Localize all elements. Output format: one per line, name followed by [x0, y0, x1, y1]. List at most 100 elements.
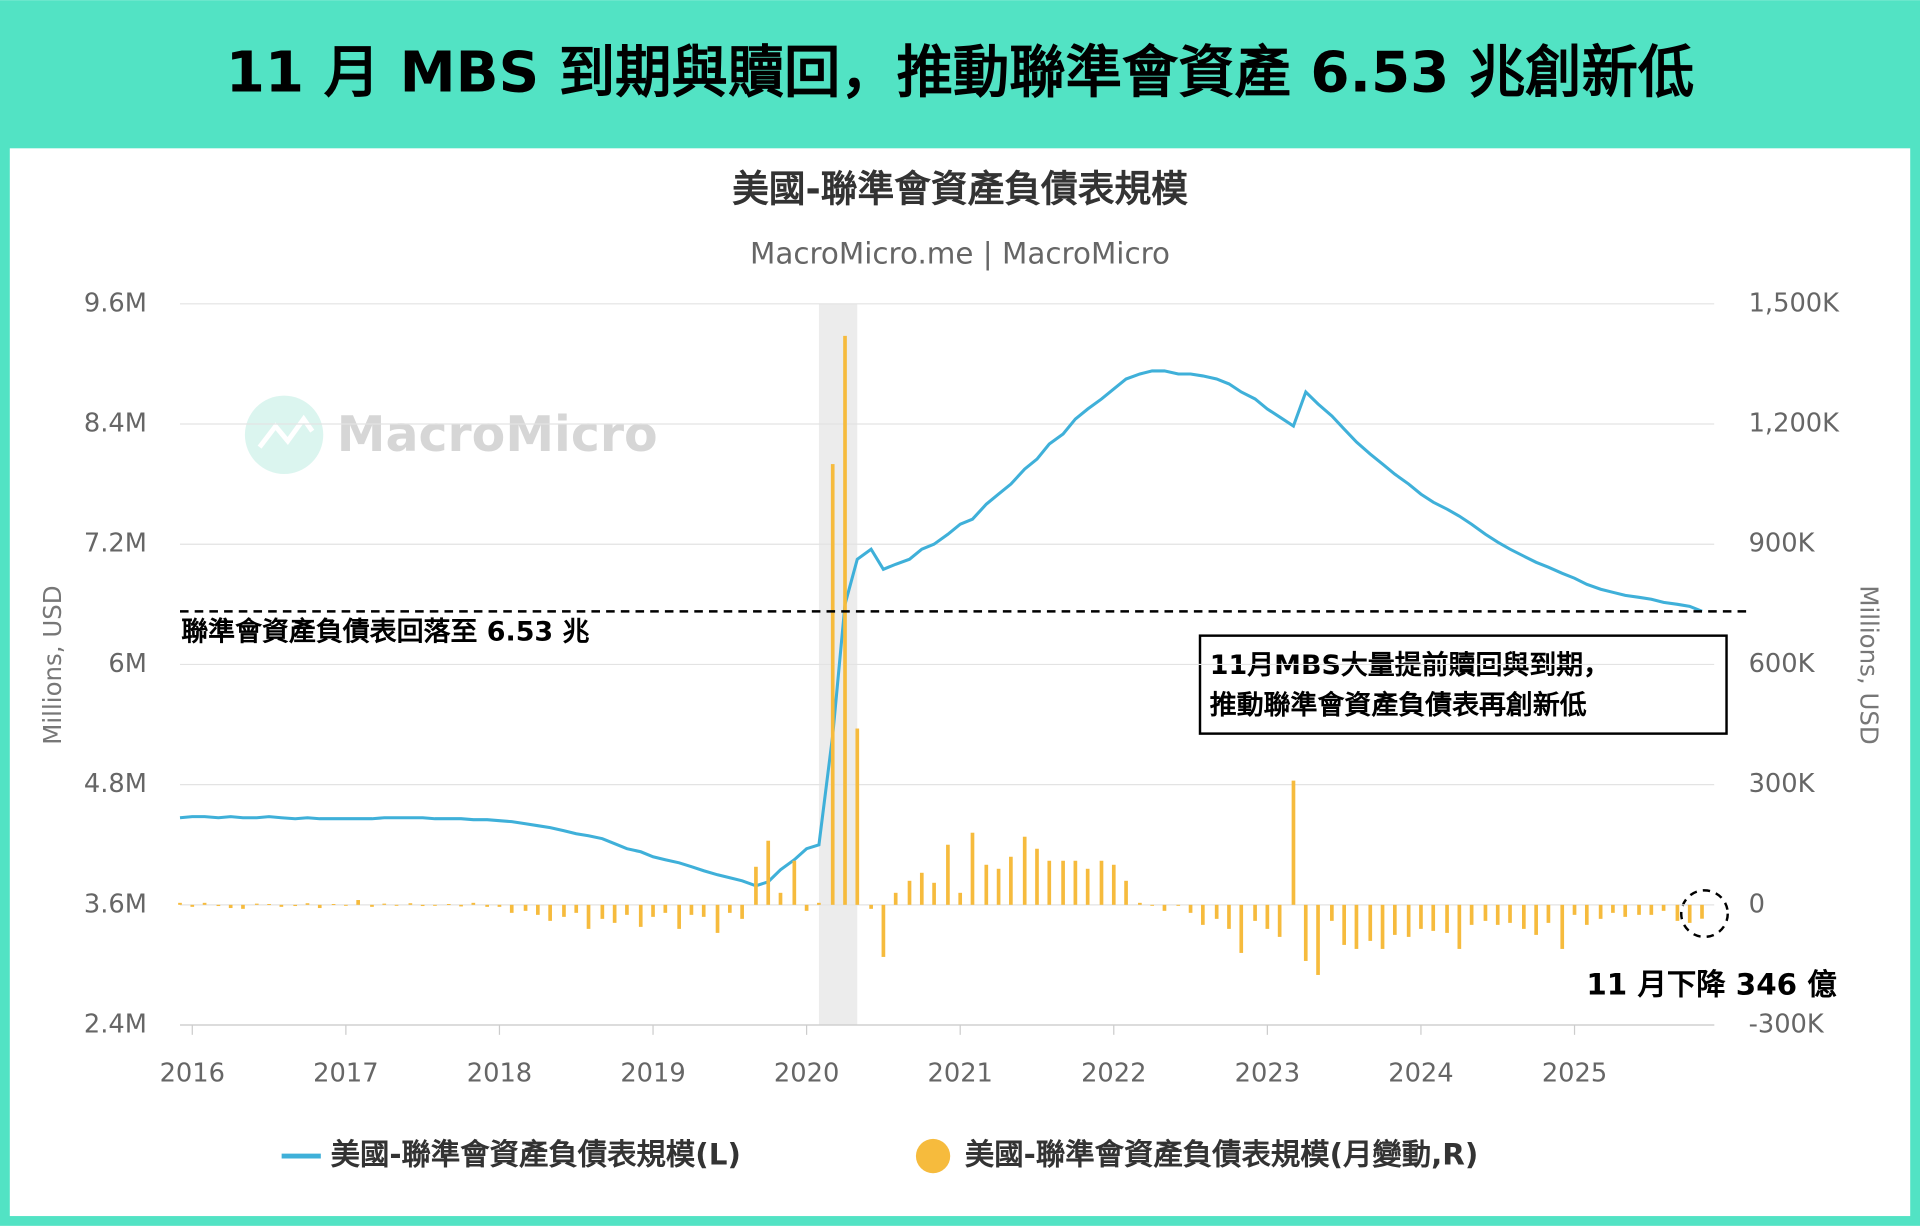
bar	[625, 904, 629, 915]
bar	[701, 904, 706, 917]
bar	[446, 904, 451, 906]
legend-label: 美國-聯準會資產負債表規模(L)	[331, 1138, 741, 1172]
bar	[1265, 904, 1270, 929]
x-tick-label: 2018	[467, 1059, 532, 1089]
bar	[1637, 904, 1641, 915]
bar	[1584, 904, 1589, 925]
x-tick-label: 2017	[313, 1059, 378, 1089]
bar	[958, 892, 963, 905]
bar	[394, 904, 399, 906]
bar	[855, 728, 860, 905]
bar	[727, 904, 732, 913]
bar	[946, 844, 950, 905]
bar	[548, 904, 552, 921]
bar	[1342, 904, 1346, 945]
annotation-box	[1198, 634, 1728, 735]
bar	[1611, 904, 1615, 913]
bar	[1277, 904, 1282, 937]
bar	[1073, 860, 1078, 905]
bar	[254, 903, 259, 905]
bar	[792, 860, 797, 905]
bar	[638, 904, 643, 927]
bar	[1176, 904, 1181, 906]
bar	[778, 892, 783, 905]
y-tick-label: 9.6M	[84, 288, 147, 318]
bar	[356, 900, 360, 905]
bar	[1368, 904, 1373, 941]
bar	[893, 892, 898, 905]
bar	[715, 904, 720, 933]
bar	[869, 904, 873, 909]
bar	[459, 904, 463, 907]
bar	[612, 904, 617, 923]
watermark-logo	[244, 395, 324, 475]
bar	[984, 864, 989, 905]
y-tick-label: 8.4M	[84, 409, 147, 439]
x-tick-label: 2022	[1081, 1059, 1146, 1089]
bar	[1201, 904, 1205, 925]
bar	[1469, 904, 1474, 925]
bar	[817, 902, 821, 905]
y2-tick-label: 1,500K	[1749, 288, 1841, 318]
bar	[305, 903, 310, 905]
bar	[1316, 904, 1320, 975]
bar	[1445, 904, 1449, 933]
bar	[932, 882, 936, 905]
bar	[1675, 904, 1680, 921]
bar	[1483, 904, 1488, 921]
y-axis-label: Millions, USD	[38, 585, 67, 744]
bar	[970, 832, 975, 905]
bar	[651, 904, 655, 917]
bar	[523, 904, 528, 911]
bar	[1330, 904, 1334, 921]
bar	[509, 904, 514, 913]
bar	[1239, 904, 1244, 953]
bar	[996, 868, 1001, 905]
bar	[293, 904, 298, 907]
bar	[1047, 860, 1052, 905]
bar	[1623, 904, 1628, 917]
bar	[1457, 904, 1462, 949]
y-tick-label: 4.8M	[84, 769, 147, 799]
bar	[408, 903, 413, 905]
y2-tick-label: 600K	[1749, 649, 1816, 679]
bar	[202, 902, 207, 905]
y-tick-label: 6M	[108, 649, 147, 679]
bar	[1354, 904, 1359, 949]
x-tick-label: 2023	[1235, 1059, 1300, 1089]
bar	[1303, 904, 1308, 961]
bar	[178, 902, 182, 905]
bar	[420, 904, 425, 907]
bar	[1431, 904, 1436, 931]
bar	[804, 904, 809, 911]
bar	[382, 903, 387, 905]
bar	[241, 904, 245, 909]
bar	[740, 904, 744, 919]
legend-label: 美國-聯準會資產負債表規模(月變動,R)	[965, 1138, 1478, 1172]
highlight-circle	[1680, 889, 1729, 939]
bar	[663, 904, 668, 913]
bar	[1099, 860, 1104, 905]
bar	[1392, 904, 1397, 935]
bar	[344, 904, 348, 906]
bar	[485, 904, 490, 907]
y2-axis-label: Millions, USD	[1854, 585, 1883, 744]
bar	[1085, 868, 1090, 905]
x-tick-label: 2024	[1388, 1059, 1453, 1089]
bar	[1508, 904, 1512, 923]
bar	[331, 904, 336, 906]
bar	[574, 904, 579, 913]
line	[179, 369, 1703, 888]
bar	[881, 904, 886, 957]
bar	[919, 872, 924, 905]
bar	[317, 904, 322, 909]
bar	[1124, 880, 1128, 905]
bar	[1700, 904, 1704, 919]
bar	[370, 904, 374, 907]
bar	[1546, 904, 1551, 923]
bar	[1188, 904, 1193, 913]
bar	[1227, 904, 1231, 929]
bar	[1162, 904, 1167, 911]
